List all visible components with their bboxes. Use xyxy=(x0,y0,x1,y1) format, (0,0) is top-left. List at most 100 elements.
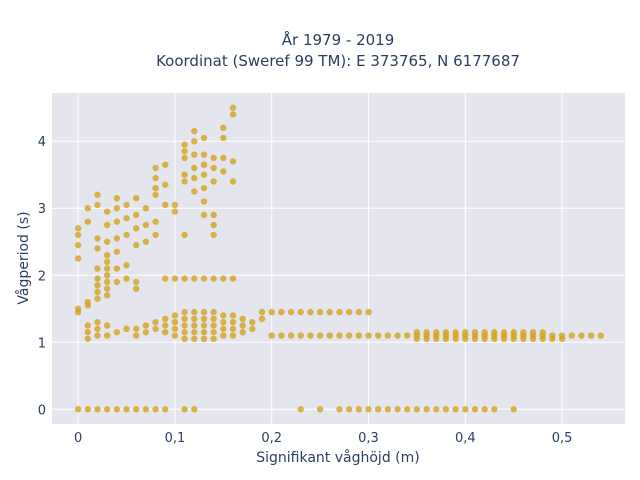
data-point xyxy=(123,325,130,333)
data-point xyxy=(84,298,92,306)
data-point xyxy=(191,329,198,336)
data-point xyxy=(162,322,169,329)
data-point xyxy=(336,406,343,413)
data-point xyxy=(133,194,140,202)
x-tick-label: 0,4 xyxy=(455,431,476,446)
data-point xyxy=(452,335,459,343)
data-point xyxy=(316,332,324,339)
data-point xyxy=(452,329,459,336)
data-point xyxy=(152,184,159,192)
data-point xyxy=(355,308,363,316)
data-point xyxy=(578,332,585,339)
data-point xyxy=(191,275,198,282)
data-point xyxy=(74,241,82,249)
data-point xyxy=(113,194,121,202)
data-point xyxy=(113,265,121,272)
data-point xyxy=(123,262,130,269)
data-point xyxy=(94,325,101,333)
data-point xyxy=(152,318,159,326)
data-point xyxy=(336,332,343,339)
data-point xyxy=(423,406,430,413)
data-point xyxy=(433,329,440,336)
data-point xyxy=(413,335,421,343)
data-point xyxy=(326,308,333,316)
data-point xyxy=(365,406,372,413)
data-point xyxy=(200,151,208,158)
data-point xyxy=(142,322,150,329)
data-point xyxy=(191,335,198,343)
data-point xyxy=(481,406,488,413)
data-point xyxy=(84,329,92,336)
data-point xyxy=(365,308,372,316)
data-point xyxy=(200,184,208,192)
data-point xyxy=(123,231,130,239)
data-point xyxy=(181,231,188,239)
data-point xyxy=(413,406,421,413)
data-point xyxy=(200,161,208,168)
x-tick-label: 0 xyxy=(74,431,82,446)
data-point xyxy=(365,332,372,339)
data-point xyxy=(481,329,488,336)
data-point xyxy=(191,322,198,329)
data-point xyxy=(229,275,237,282)
data-point xyxy=(442,329,450,336)
data-point xyxy=(220,312,227,319)
plot-background xyxy=(52,93,625,424)
data-point xyxy=(500,335,508,343)
data-point xyxy=(133,325,140,333)
y-tick-label: 3 xyxy=(38,202,46,217)
data-point xyxy=(200,134,208,142)
data-point xyxy=(471,335,479,343)
data-point xyxy=(374,406,382,413)
data-point xyxy=(462,329,469,336)
data-point xyxy=(520,329,527,336)
data-point xyxy=(229,325,237,333)
data-point xyxy=(220,168,227,175)
data-point xyxy=(94,288,101,296)
data-point xyxy=(84,218,92,225)
data-point xyxy=(152,218,159,225)
data-point xyxy=(133,278,140,286)
data-point xyxy=(142,329,150,336)
data-point xyxy=(200,171,208,178)
data-point xyxy=(200,211,208,219)
data-point xyxy=(278,308,285,316)
data-point xyxy=(152,406,159,413)
data-point xyxy=(258,308,266,316)
data-point xyxy=(307,332,314,339)
y-tick-labels: 0 1 2 3 4 xyxy=(38,135,46,418)
data-point xyxy=(471,329,479,336)
data-point xyxy=(133,285,140,292)
data-point xyxy=(220,318,227,326)
data-point xyxy=(181,141,188,148)
data-point xyxy=(191,151,198,158)
data-point xyxy=(316,406,324,413)
data-point xyxy=(229,178,237,185)
data-point xyxy=(94,265,101,272)
data-point xyxy=(74,225,82,232)
data-point xyxy=(94,201,101,209)
data-point xyxy=(171,318,179,326)
data-point xyxy=(103,332,111,339)
data-point xyxy=(355,406,363,413)
data-point xyxy=(142,205,150,212)
data-point xyxy=(103,251,111,259)
data-points xyxy=(74,104,605,413)
data-point xyxy=(529,329,537,336)
y-tick-label: 2 xyxy=(38,269,46,284)
data-point xyxy=(94,282,101,289)
data-point xyxy=(162,406,169,413)
data-point xyxy=(220,124,227,132)
data-point xyxy=(278,332,285,339)
data-point xyxy=(103,406,111,413)
data-point xyxy=(171,208,179,215)
chart-title-line1: År 1979 - 2019 xyxy=(282,30,395,49)
y-tick-label: 4 xyxy=(38,135,46,150)
data-point xyxy=(191,164,198,172)
data-point xyxy=(103,272,111,279)
data-point xyxy=(355,332,363,339)
data-point xyxy=(94,235,101,242)
data-point xyxy=(229,312,237,319)
data-point xyxy=(210,315,217,323)
